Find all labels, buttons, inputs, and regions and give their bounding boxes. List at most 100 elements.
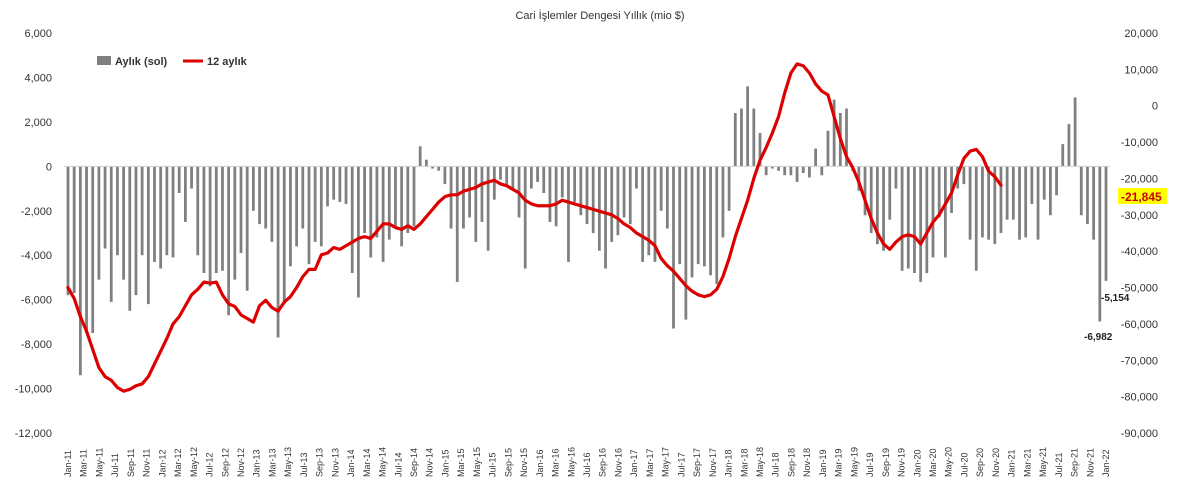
x-tick-label: Mar-19 (834, 448, 844, 477)
bar (258, 166, 261, 225)
right-tick-label: -90,000 (1121, 428, 1158, 440)
left-tick-label: -8,000 (21, 339, 52, 351)
bar (783, 166, 787, 176)
bar (659, 166, 663, 211)
bar (882, 166, 885, 251)
x-tick-label: Jul-16 (582, 452, 592, 477)
bar (1073, 97, 1077, 167)
bar (289, 166, 292, 267)
x-tick-label: Nov-14 (425, 448, 435, 477)
right-tick-label: -80,000 (1121, 392, 1158, 404)
bar (536, 166, 539, 182)
bar (690, 166, 694, 278)
x-tick-label: Jan-17 (629, 449, 639, 477)
bar (641, 166, 644, 262)
bar (876, 166, 879, 245)
bar (845, 108, 848, 167)
bar (746, 86, 750, 167)
x-tick-label: Sep-20 (975, 448, 985, 477)
bar (727, 166, 731, 211)
right-tick-label: 10,000 (1124, 64, 1158, 76)
bar (542, 166, 546, 193)
bar (122, 166, 125, 280)
bar (579, 166, 583, 216)
x-tick-label: May-17 (661, 447, 671, 477)
x-tick-label: Sep-19 (881, 448, 891, 477)
bar (437, 166, 441, 171)
bar (326, 166, 329, 207)
bar (869, 166, 873, 233)
bar (159, 166, 163, 269)
bar (116, 166, 119, 256)
bar (647, 166, 651, 256)
x-tick-label: Sep-16 (598, 448, 608, 477)
bar (703, 166, 706, 267)
bar (863, 166, 867, 216)
bar (888, 166, 892, 220)
bar (264, 166, 268, 229)
bar (894, 166, 898, 189)
right-tick-label: -60,000 (1121, 319, 1158, 331)
x-tick-label: Jan-11 (63, 450, 73, 477)
bar (1036, 166, 1040, 240)
legend-bar-swatch (97, 56, 111, 65)
bar (715, 166, 719, 285)
bar (937, 166, 941, 218)
x-tick-label: Jan-21 (1007, 449, 1017, 477)
x-tick-label: Jan-22 (1101, 449, 1111, 477)
x-tick-label: May-14 (378, 447, 388, 477)
data-label-bar-last: -5,154 (1101, 293, 1130, 304)
x-tick-label: Sep-13 (315, 448, 325, 477)
bar (622, 166, 626, 218)
x-tick-label: Nov-20 (991, 448, 1001, 477)
left-tick-label: -10,000 (15, 384, 52, 396)
x-tick-label: Mar-21 (1022, 448, 1032, 477)
x-tick-label: Jul-11 (110, 453, 120, 477)
bar (97, 166, 101, 280)
bar (344, 166, 348, 205)
right-tick-label: -30,000 (1121, 210, 1158, 222)
bar (505, 166, 509, 187)
bar (764, 166, 768, 176)
bar (610, 166, 614, 242)
bar (789, 166, 793, 176)
x-tick-label: Nov-19 (897, 448, 907, 477)
right-tick-label: 20,000 (1124, 28, 1158, 40)
bar (925, 166, 929, 273)
bar (406, 166, 410, 233)
x-tick-label: Jul-15 (488, 452, 498, 477)
bar (295, 166, 298, 247)
bar (443, 166, 447, 185)
bar (363, 166, 366, 233)
bar (313, 166, 317, 242)
bar (369, 166, 373, 258)
bar (919, 166, 923, 282)
bar (906, 166, 910, 269)
bar (943, 166, 947, 258)
bar (301, 166, 305, 229)
x-tick-label: Mar-15 (456, 448, 466, 477)
x-tick-label: Sep-21 (1070, 448, 1080, 477)
bar (72, 166, 76, 293)
bar (357, 166, 360, 298)
bar (239, 166, 243, 253)
bar (480, 166, 484, 222)
bar-series-aylik (66, 86, 1108, 376)
legend: Aylık (sol) 12 aylık (97, 56, 248, 68)
bar (474, 166, 478, 242)
bar (499, 166, 502, 180)
bar (974, 166, 978, 271)
bar (573, 166, 577, 202)
x-tick-label: Jul-18 (771, 452, 781, 477)
bar (140, 166, 144, 256)
bar (913, 166, 916, 273)
x-tick-label: Nov-11 (142, 449, 152, 477)
bar (993, 166, 997, 245)
data-label-line-last-highlight (1118, 188, 1167, 204)
bar (820, 166, 824, 176)
bar (523, 166, 527, 269)
bar (560, 166, 564, 198)
bar (1092, 166, 1096, 240)
bar (251, 166, 255, 211)
